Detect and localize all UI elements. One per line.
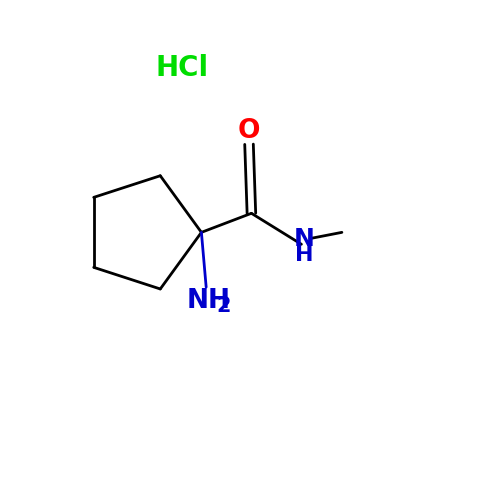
Text: N: N <box>293 228 314 251</box>
Text: H: H <box>295 245 313 265</box>
Text: O: O <box>238 118 260 144</box>
Text: NH: NH <box>186 288 230 314</box>
Text: HCl: HCl <box>156 54 209 82</box>
Text: 2: 2 <box>217 296 231 316</box>
